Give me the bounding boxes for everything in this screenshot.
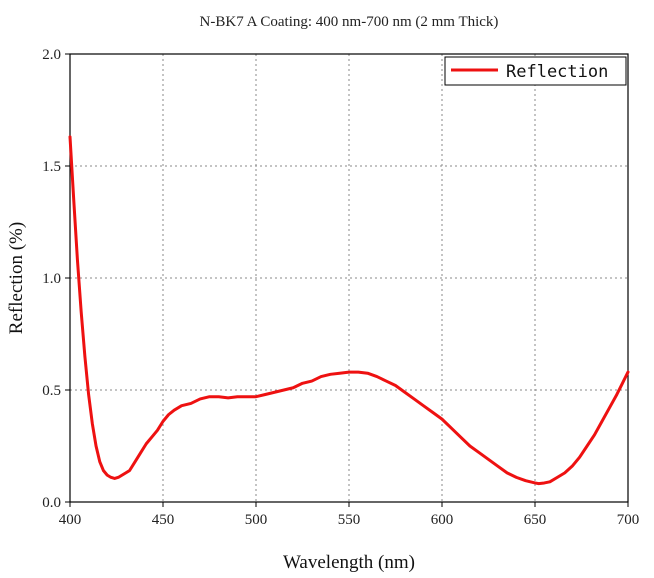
- y-tick-label: 0.0: [42, 495, 61, 511]
- x-tick-label: 600: [431, 512, 454, 528]
- series-layer: [68, 135, 630, 486]
- legend-label-reflection: Reflection: [506, 62, 608, 82]
- y-tick-label: 0.5: [42, 383, 61, 399]
- y-tick-label: 2.0: [42, 47, 61, 63]
- x-tick-label: 500: [245, 512, 268, 528]
- y-tick-label: 1.0: [42, 271, 61, 287]
- y-axis-label: Reflection (%): [6, 222, 27, 334]
- axis-ticks: 400 450 500 550 600 650 700 0.0 0.5 1.0 1.5 2.0: [42, 47, 639, 528]
- legend: Reflection: [444, 56, 627, 86]
- y-tick-label: 1.5: [42, 159, 61, 175]
- x-tick-label: 450: [152, 512, 175, 528]
- x-tick-label: 550: [338, 512, 361, 528]
- grid-lines: [70, 54, 628, 502]
- x-tick-label: 650: [524, 512, 547, 528]
- x-tick-label: 400: [59, 512, 82, 528]
- chart-title: N-BK7 A Coating: 400 nm-700 nm (2 mm Thi…: [200, 14, 499, 30]
- x-axis-label: Wavelength (nm): [283, 552, 415, 573]
- series-line-reflection: [68, 135, 630, 486]
- x-tick-label: 700: [617, 512, 640, 528]
